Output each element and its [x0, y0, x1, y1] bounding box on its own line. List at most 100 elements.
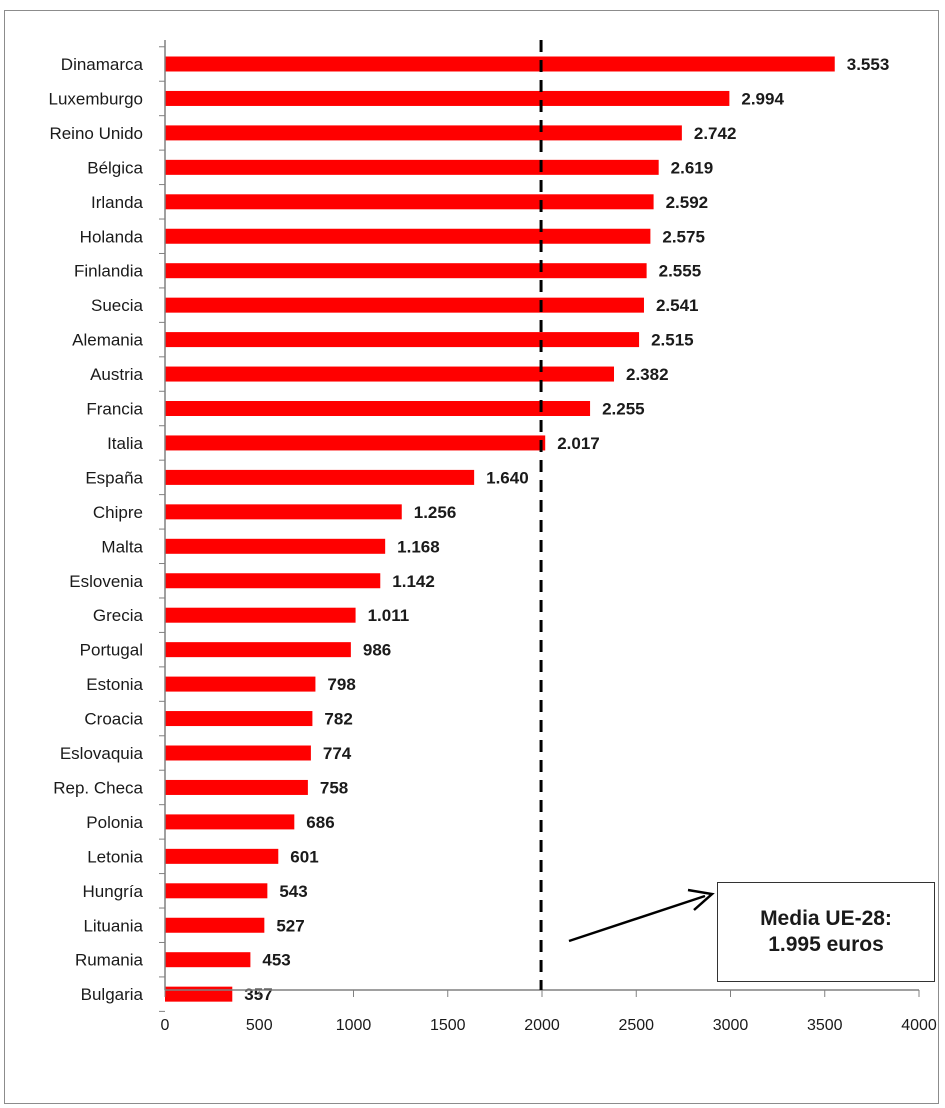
category-label: Grecia: [93, 606, 144, 625]
value-label: 601: [290, 847, 318, 866]
value-label: 2.541: [656, 296, 699, 315]
value-label: 1.142: [392, 572, 435, 591]
value-label: 1.011: [368, 606, 410, 625]
value-label: 2.994: [741, 89, 784, 108]
category-label: Letonia: [87, 847, 143, 866]
annotation-arrow: [568, 888, 715, 943]
bar: [165, 504, 402, 520]
x-tick-label: 2000: [524, 1017, 560, 1034]
bar: [165, 917, 265, 933]
bar: [165, 952, 251, 968]
value-label: 798: [327, 675, 355, 694]
category-label: Alemania: [72, 331, 143, 350]
category-label: Rumania: [75, 951, 144, 970]
bar: [165, 366, 615, 382]
category-label: Croacia: [84, 710, 143, 729]
category-labels-group: Dinamarca Luxemburgo Reino Unido Bélgica Irl…: [48, 55, 143, 1004]
bar: [165, 159, 659, 175]
value-label: 543: [279, 882, 307, 901]
value-label: 2.382: [626, 365, 669, 384]
category-label: Polonia: [86, 813, 143, 832]
value-label: 1.168: [397, 537, 440, 556]
x-tick-label: 500: [246, 1017, 273, 1034]
value-label: 1.256: [414, 503, 457, 522]
x-tick-label: 2500: [618, 1017, 654, 1034]
value-label: 357: [244, 985, 272, 1004]
bar: [165, 986, 233, 1002]
category-label: Eslovenia: [69, 572, 143, 591]
value-label: 1.640: [486, 468, 529, 487]
bar: [165, 745, 311, 761]
category-label: Austria: [90, 365, 143, 384]
x-axis-group: 0 500 1000 1500 2000 2500 3000 3500 4000: [159, 40, 937, 1034]
value-label: 3.553: [847, 55, 890, 74]
category-label: Bélgica: [87, 158, 143, 177]
value-label: 527: [276, 916, 304, 935]
bars-group: [165, 56, 835, 1002]
x-tick-label: 1000: [336, 1017, 372, 1034]
x-tick-label: 4000: [901, 1017, 937, 1034]
x-tick-label: 3000: [713, 1017, 749, 1034]
bar: [165, 676, 316, 692]
category-label: Rep. Checa: [53, 778, 143, 797]
value-label: 2.555: [659, 262, 702, 281]
category-label: Chipre: [93, 503, 143, 522]
bar: [165, 56, 835, 72]
category-label: Francia: [86, 400, 143, 419]
category-label: Eslovaquia: [60, 744, 144, 763]
bar: [165, 332, 640, 348]
bar: [165, 607, 356, 623]
average-callout-box: Media UE-28: 1.995 euros: [717, 882, 935, 982]
value-label: 2.619: [671, 158, 714, 177]
category-label: España: [85, 468, 143, 487]
category-label: Malta: [101, 537, 143, 556]
bar: [165, 228, 651, 244]
bar: [165, 401, 591, 416]
value-label: 2.592: [666, 193, 709, 212]
bar: [165, 848, 279, 864]
category-label: Bulgaria: [81, 985, 144, 1004]
category-label: Dinamarca: [61, 55, 144, 74]
bar: [165, 642, 351, 658]
value-label: 2.017: [557, 434, 600, 453]
value-label: 2.742: [694, 124, 737, 143]
bar: [165, 711, 313, 727]
category-label: Portugal: [80, 641, 143, 660]
value-label: 758: [320, 778, 348, 797]
category-label: Estonia: [86, 675, 143, 694]
category-label: Lituania: [83, 916, 143, 935]
category-label: Finlandia: [74, 262, 144, 281]
category-label: Hungría: [83, 882, 144, 901]
bar: [165, 814, 295, 830]
category-label: Reino Unido: [49, 124, 143, 143]
bar: [165, 883, 268, 899]
bar: [165, 90, 730, 106]
value-label: 453: [262, 951, 290, 970]
bar: [165, 435, 546, 451]
value-label: 782: [324, 710, 352, 729]
x-tick-label: 0: [161, 1017, 170, 1034]
bar: [165, 263, 647, 279]
value-label: 774: [323, 744, 352, 763]
average-callout-title: Media UE-28:: [760, 906, 892, 930]
value-label: 2.575: [662, 227, 705, 246]
category-label: Suecia: [91, 296, 144, 315]
category-label: Italia: [107, 434, 143, 453]
bar: [165, 779, 308, 795]
x-tick-label: 1500: [430, 1017, 466, 1034]
bar: [165, 194, 654, 210]
category-label: Luxemburgo: [48, 89, 143, 108]
bar: [165, 297, 644, 313]
value-label: 2.515: [651, 331, 694, 350]
value-label: 986: [363, 641, 391, 660]
bar: [165, 538, 386, 554]
bar: [165, 469, 475, 485]
value-label: 2.255: [602, 400, 645, 419]
average-callout-value: 1.995 euros: [768, 933, 884, 956]
x-tick-label: 3500: [807, 1017, 843, 1034]
bar: [165, 125, 682, 141]
bar: [165, 573, 381, 589]
category-label: Holanda: [80, 227, 144, 246]
value-label: 686: [306, 813, 334, 832]
